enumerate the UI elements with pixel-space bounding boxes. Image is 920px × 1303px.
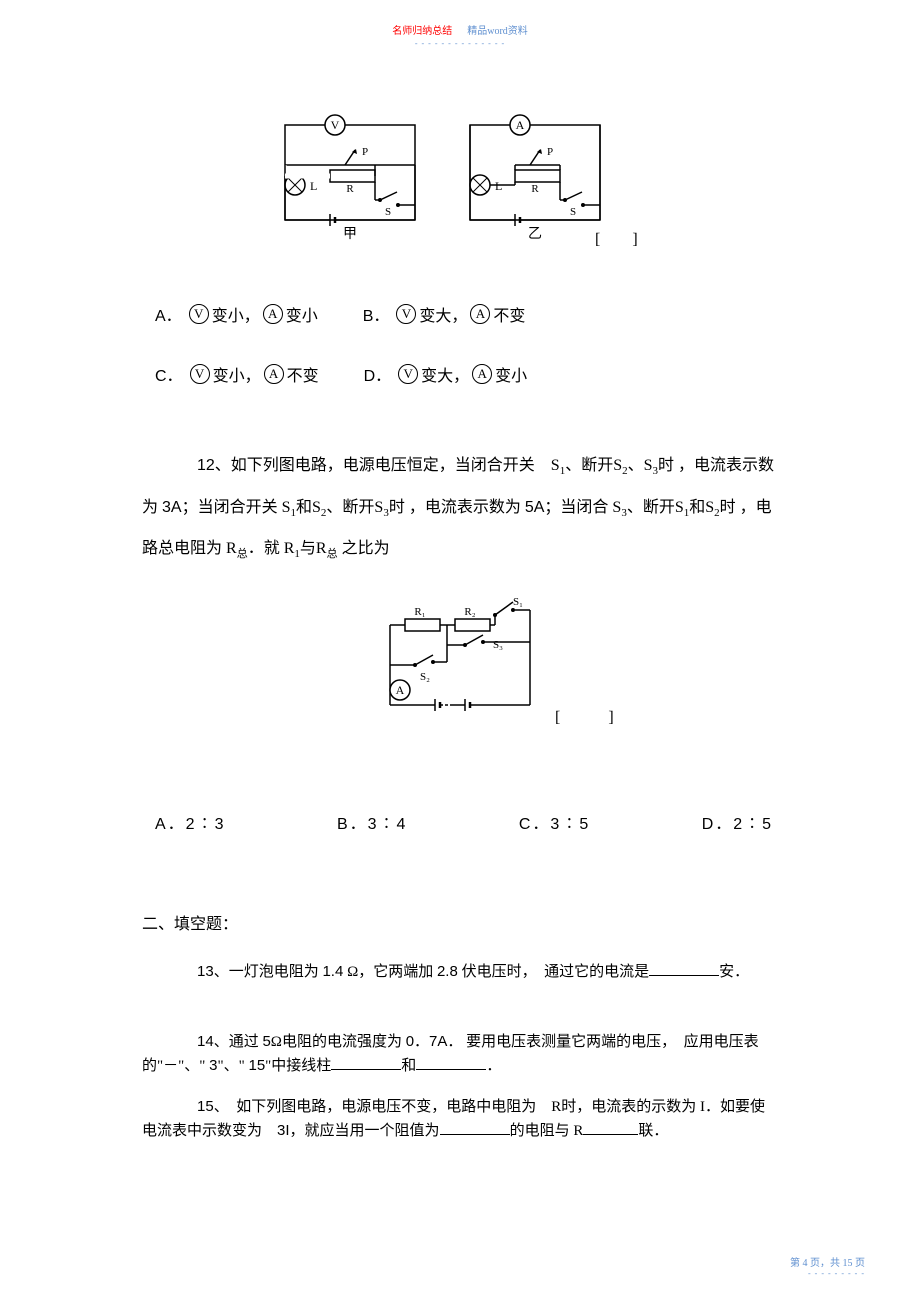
header-blue-text: 精品word资料 xyxy=(467,26,528,37)
opt-c-letter: C． xyxy=(155,362,183,386)
svg-text:S: S xyxy=(570,206,576,218)
svg-text:A: A xyxy=(516,118,525,132)
opt-d-text1: 变大， xyxy=(421,362,469,386)
q13: 13、一灯泡电阻为 1.4 Ω，它两端加 2.8 伏电压时， 通过它的电流是安． xyxy=(142,960,775,984)
ammeter-icon: A xyxy=(470,304,490,324)
ammeter-icon: A xyxy=(472,364,492,384)
blank-field xyxy=(416,1055,486,1070)
svg-text:S₃: S₃ xyxy=(493,639,503,651)
svg-text:A: A xyxy=(396,683,405,697)
opt-a-text1: 变小， xyxy=(212,302,260,326)
svg-text:V: V xyxy=(331,118,340,132)
opt-b-text2: 不变 xyxy=(493,302,525,326)
q12-opt-b: B．3∶4 xyxy=(337,810,407,834)
svg-text:R: R xyxy=(531,183,539,195)
svg-text:S: S xyxy=(385,206,391,218)
opt-c-text1: 变小， xyxy=(213,362,261,386)
ammeter-icon: A xyxy=(263,304,283,324)
svg-text:S₂: S₂ xyxy=(420,671,430,683)
voltmeter-icon: V xyxy=(190,364,210,384)
page-header: 名师归纳总结 精品word资料 - - - - - - - - - - - - … xyxy=(0,22,920,48)
svg-text:R₂: R₂ xyxy=(464,606,475,618)
bracket-q11: [ ] xyxy=(595,225,638,249)
svg-text:L: L xyxy=(495,179,502,193)
voltmeter-icon: V xyxy=(189,304,209,324)
svg-text:L: L xyxy=(310,179,317,193)
blank-field xyxy=(440,1120,510,1135)
svg-text:P: P xyxy=(547,146,553,158)
q14: 14、通过 5Ω电阻的电流强度为 0．7A． 要用电压表测量它两端的电压， 应用… xyxy=(142,1030,775,1078)
section-2-heading: 二、填空题： xyxy=(142,910,238,934)
blank-field xyxy=(331,1055,401,1070)
opt-d-letter: D． xyxy=(364,362,392,386)
q12-opt-a: A．2∶3 xyxy=(155,810,225,834)
ammeter-icon: A xyxy=(264,364,284,384)
svg-text:甲: 甲 xyxy=(343,227,357,240)
page-footer: 第 4 页，共 15 页 - - - - - - - - - xyxy=(790,1254,865,1278)
svg-text:乙: 乙 xyxy=(528,226,542,240)
q12-options: A．2∶3 B．3∶4 C．3∶5 D．2∶5 xyxy=(155,810,773,834)
blank-field xyxy=(583,1120,638,1135)
q12-text: 12、如下列图电路，电源电压恒定，当闭合开关 S1、断开S2、S3时 ，电流表示… xyxy=(142,445,775,570)
circuit-diagram-left: V P R L S xyxy=(270,110,430,240)
q11-row-cd: C． V 变小， A 不变 D． V 变大， A 变小 xyxy=(155,362,527,386)
footer-dashes: - - - - - - - - - xyxy=(790,1269,865,1278)
opt-a-letter: A． xyxy=(155,302,182,326)
opt-a-text2: 变小 xyxy=(286,302,318,326)
q12-opt-d: D．2∶5 xyxy=(702,810,773,834)
q12-opt-c: C．3∶5 xyxy=(519,810,590,834)
q11-row-ab: A． V 变小， A 变小 B． V 变大， A 不变 xyxy=(155,302,525,326)
footer-text: 第 4 页，共 15 页 xyxy=(790,1254,865,1269)
blank-field xyxy=(649,961,719,976)
svg-text:P: P xyxy=(362,146,368,158)
circuit-diagram-q12: R₁ R₂ S₁ S₃ S₂ A xyxy=(365,590,555,730)
opt-d-text2: 变小 xyxy=(495,362,527,386)
voltmeter-icon: V xyxy=(396,304,416,324)
circuit-diagrams-row: V P R L S xyxy=(270,110,615,240)
q15: 15、 如下列图电路，电源电压不变，电路中电阻为 R时，电流表的示数为 I．如要… xyxy=(142,1095,775,1143)
opt-b-letter: B． xyxy=(363,302,390,326)
q12-num: 12 xyxy=(197,457,215,474)
header-dashes: - - - - - - - - - - - - - - xyxy=(0,39,920,48)
header-red-text: 名师归纳总结 xyxy=(392,26,452,37)
opt-b-text1: 变大， xyxy=(419,302,467,326)
svg-text:S₁: S₁ xyxy=(513,596,523,608)
voltmeter-icon: V xyxy=(398,364,418,384)
circuit-diagram-right: A P R L S xyxy=(455,110,615,240)
svg-text:R₁: R₁ xyxy=(414,606,425,618)
svg-text:R: R xyxy=(346,183,354,195)
bracket-q12: [ ] xyxy=(555,703,614,727)
opt-c-text2: 不变 xyxy=(287,362,319,386)
